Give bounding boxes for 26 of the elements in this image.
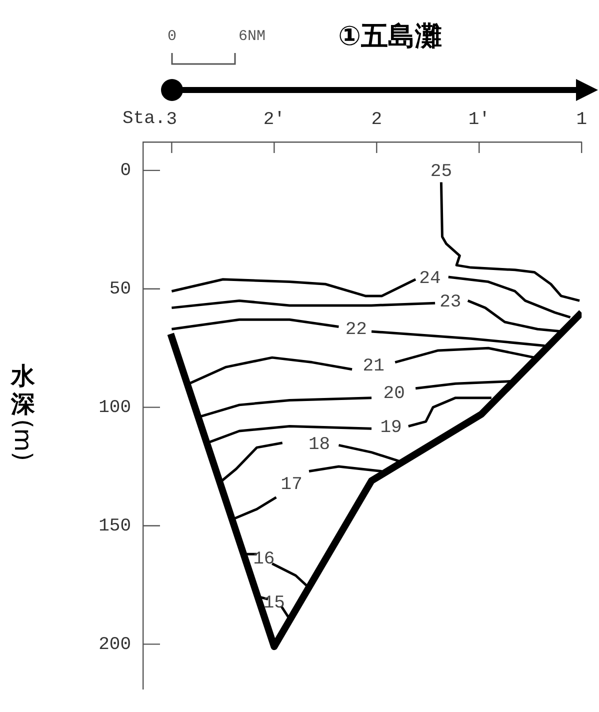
y-tick-label: 50	[109, 280, 131, 300]
series-label: 17	[280, 475, 302, 496]
series-label: 19	[380, 418, 402, 438]
series-label: 22	[345, 320, 367, 340]
y-tick-label: 200	[98, 634, 131, 655]
y-axis-title: 水深(m)	[8, 362, 38, 462]
x-tick-label: 1′	[468, 110, 490, 130]
y-tick-label: 150	[98, 516, 131, 537]
series-label: 18	[308, 434, 330, 455]
text: 6NM	[238, 28, 266, 45]
series-label: 24	[419, 268, 441, 289]
y-tick-label: 0	[120, 161, 131, 182]
series-label: 23	[440, 292, 462, 313]
x-axis-title: Sta.	[122, 108, 166, 129]
x-tick-label: 2′	[263, 110, 285, 130]
series-label: 20	[383, 384, 405, 404]
chart-title: ①五島灘	[338, 21, 442, 52]
series-label: 15	[263, 594, 285, 614]
series-label: 16	[253, 550, 275, 570]
series-label: 25	[430, 162, 452, 182]
x-tick-label: 2	[371, 110, 382, 130]
y-tick-label: 100	[98, 398, 131, 418]
series-label: 21	[362, 356, 384, 377]
x-tick-label: 3	[166, 110, 178, 130]
x-tick-label: 1	[576, 110, 588, 130]
text: 0	[167, 28, 177, 45]
